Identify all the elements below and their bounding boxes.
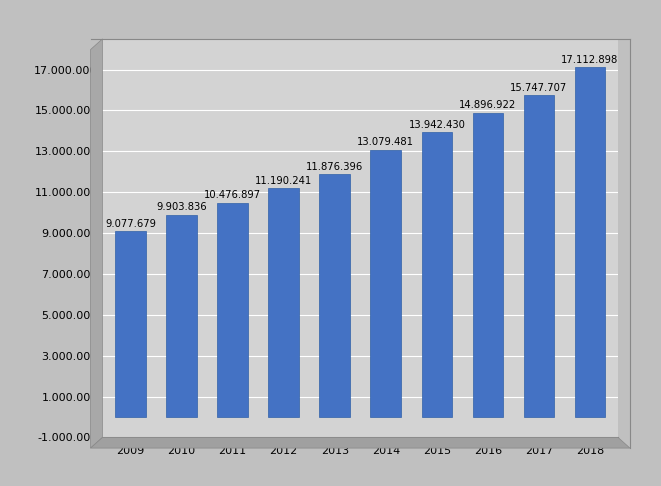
Text: 11.876.396: 11.876.396 bbox=[306, 162, 364, 172]
Bar bbox=[574, 67, 605, 417]
Bar bbox=[422, 132, 452, 417]
Text: 13.942.430: 13.942.430 bbox=[408, 120, 465, 130]
Bar bbox=[167, 214, 197, 417]
Bar bbox=[217, 203, 248, 417]
Text: 15.747.707: 15.747.707 bbox=[510, 83, 568, 93]
Text: 9.903.836: 9.903.836 bbox=[156, 202, 207, 212]
Text: 10.476.897: 10.476.897 bbox=[204, 191, 261, 200]
Text: 11.190.241: 11.190.241 bbox=[255, 176, 312, 186]
Bar bbox=[473, 113, 503, 417]
Text: 17.112.898: 17.112.898 bbox=[561, 55, 619, 65]
Text: 9.077.679: 9.077.679 bbox=[105, 219, 156, 229]
Bar bbox=[268, 188, 299, 417]
Bar bbox=[524, 95, 554, 417]
Bar bbox=[115, 231, 146, 417]
Text: 14.896.922: 14.896.922 bbox=[459, 100, 516, 110]
Bar bbox=[370, 150, 401, 417]
Text: 13.079.481: 13.079.481 bbox=[357, 137, 414, 147]
Bar bbox=[319, 174, 350, 417]
